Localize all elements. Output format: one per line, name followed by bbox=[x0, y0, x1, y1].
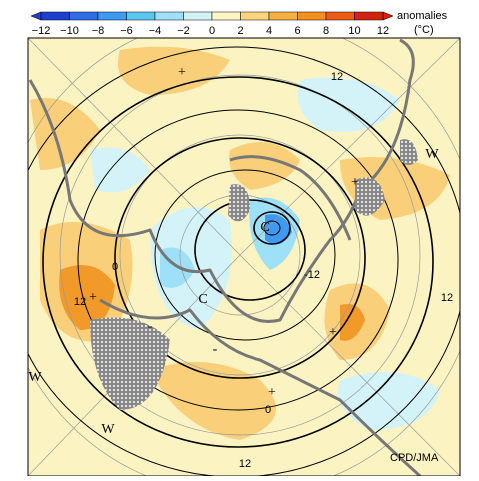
map-label: W bbox=[28, 370, 42, 385]
colorbar-end bbox=[30, 11, 42, 21]
colorbar-label: −10 bbox=[60, 25, 79, 37]
map-label: W bbox=[101, 422, 115, 437]
colorbar-unit: (°C) bbox=[414, 24, 434, 36]
colorbar-label: 0 bbox=[209, 25, 215, 37]
colorbar-bin bbox=[40, 11, 70, 21]
colorbar-label: 2 bbox=[237, 25, 243, 37]
map-label: 12 bbox=[239, 458, 251, 470]
map-label: 12 bbox=[441, 292, 453, 304]
colorbar-bin bbox=[69, 11, 99, 21]
colorbar-label: 6 bbox=[294, 25, 300, 37]
colorbar-label: −6 bbox=[120, 25, 133, 37]
map-label: 12 bbox=[331, 71, 343, 83]
colorbar-end bbox=[382, 11, 394, 21]
colorbar-label: −8 bbox=[92, 25, 105, 37]
map-label: + bbox=[89, 290, 97, 305]
colorbar-label: −2 bbox=[177, 25, 190, 37]
colorbar-bin bbox=[240, 11, 270, 21]
map-label: -12 bbox=[304, 269, 320, 281]
colorbar-label: 8 bbox=[323, 25, 329, 37]
colorbar-title: anomalies bbox=[397, 10, 448, 22]
colorbar-bin bbox=[297, 11, 327, 21]
map-label: + bbox=[329, 325, 337, 340]
colorbar-bin bbox=[268, 11, 298, 21]
map-label: + bbox=[351, 175, 359, 190]
colorbar-label: 12 bbox=[377, 25, 389, 37]
credit: CPD/JMA bbox=[390, 452, 439, 464]
colorbar-label: 10 bbox=[348, 25, 360, 37]
map-label: + bbox=[268, 385, 276, 400]
colorbar-bin bbox=[154, 11, 184, 21]
map-label: 12 bbox=[74, 296, 86, 308]
map-label: C bbox=[260, 220, 269, 235]
map-label: 0 bbox=[265, 404, 271, 416]
colorbar-bin bbox=[183, 11, 213, 21]
colorbar-bin bbox=[325, 11, 355, 21]
colorbar-bin bbox=[126, 11, 156, 21]
colorbar-label: −4 bbox=[149, 25, 162, 37]
colorbar-bin bbox=[211, 11, 241, 21]
colorbar-label: −12 bbox=[32, 25, 51, 37]
map-label: W bbox=[425, 147, 439, 162]
map-label: C bbox=[198, 292, 207, 307]
map-area bbox=[28, 38, 460, 476]
map-label: - bbox=[148, 319, 153, 334]
colorbar-bin bbox=[354, 11, 384, 21]
map-label: - bbox=[213, 342, 218, 357]
map-label: + bbox=[178, 65, 186, 80]
map-label: 0 bbox=[112, 261, 118, 273]
colorbar-label: 4 bbox=[266, 25, 272, 37]
colorbar: −12 −10 −8 −6 −4 −2 0 2 4 6 8 10 12 bbox=[30, 11, 394, 37]
colorbar-bin bbox=[97, 11, 127, 21]
